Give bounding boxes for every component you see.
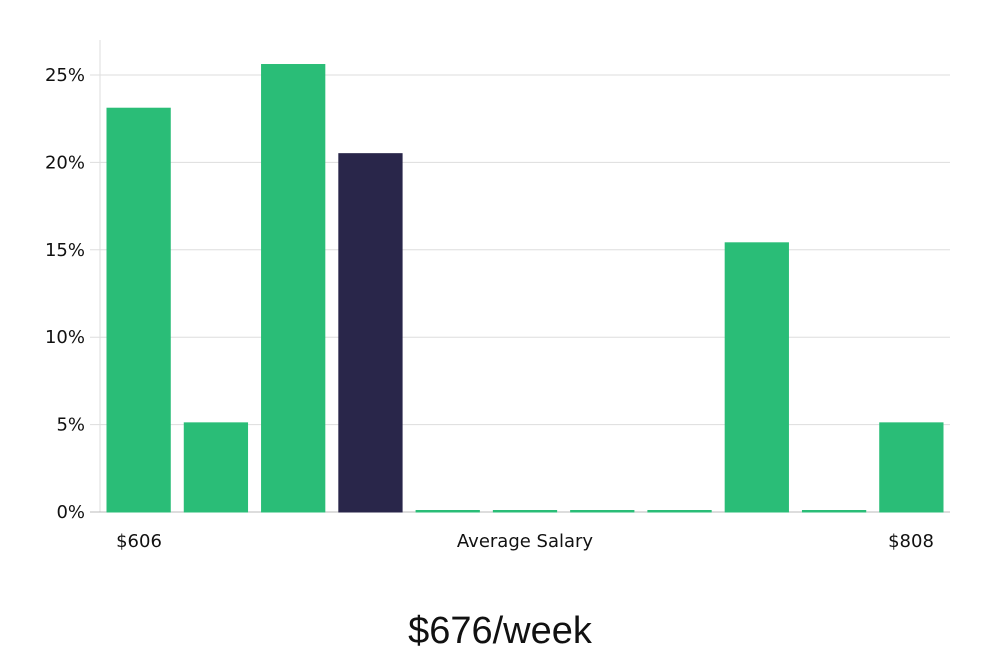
- bar: [106, 107, 171, 513]
- y-tick-label: 25%: [45, 65, 85, 86]
- y-tick-label: 15%: [45, 240, 85, 261]
- x-axis-label: Average Salary: [457, 531, 594, 552]
- bar: [801, 510, 867, 513]
- y-tick-label: 10%: [45, 327, 85, 348]
- average-salary-value: $676/week: [408, 610, 592, 652]
- bar: [183, 422, 249, 513]
- y-tick-label: 5%: [56, 415, 85, 436]
- y-tick-label: 0%: [56, 502, 85, 523]
- bar: [879, 422, 944, 513]
- y-tick-label: 20%: [45, 152, 85, 173]
- bar: [724, 242, 789, 513]
- bar: [647, 510, 712, 513]
- salary-histogram: 0% 5% 10% 15% 20% 25% $606 Average Salary $80…: [45, 40, 950, 552]
- x-left-label: $606: [116, 531, 162, 552]
- bar: [261, 64, 326, 513]
- bar: [415, 510, 480, 513]
- bar: [570, 510, 635, 513]
- x-right-label: $808: [888, 531, 934, 552]
- bar: [492, 510, 558, 513]
- bar-highlighted: [338, 153, 403, 513]
